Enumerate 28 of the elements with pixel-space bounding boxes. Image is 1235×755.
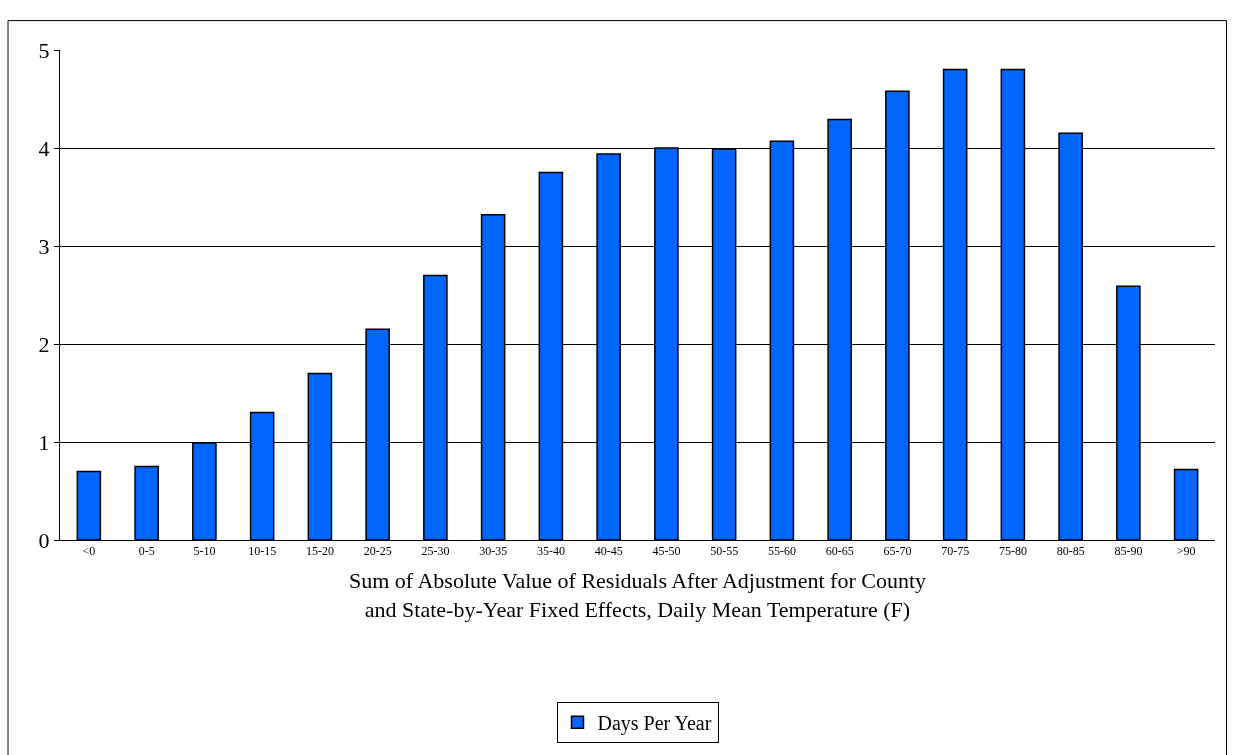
x-tick-label: 35-40 — [536, 544, 565, 559]
x-tick-label: 20-25 — [363, 544, 392, 559]
x-tick-label: 80-85 — [1056, 544, 1085, 559]
x-tick-label: 65-70 — [883, 544, 912, 559]
x-tick-label: <0 — [82, 544, 96, 559]
x-tick-label: 45-50 — [652, 544, 681, 559]
x-tick-label: 15-20 — [305, 544, 334, 559]
x-tick-label: 75-80 — [998, 544, 1027, 559]
x-tick-label: 0-5 — [138, 544, 155, 559]
x-tick-label: 70-75 — [941, 544, 970, 559]
x-tick-label: 40-45 — [594, 544, 623, 559]
x-tick-label: 60-65 — [825, 544, 854, 559]
y-tick-label: 1 — [38, 429, 50, 455]
x-axis-title: Sum of Absolute Value of Residuals After Adjustment for County and State-by-Year Fixed Effects, Daily Mean Temperature (F) — [348, 568, 927, 622]
legend-label: Days Per Year — [597, 712, 712, 735]
x-tick-label: 55-60 — [767, 544, 796, 559]
x-tick-label: 85-90 — [1114, 544, 1143, 559]
x-tick-label: 30-35 — [479, 544, 508, 559]
x-tick-label: 5-10 — [193, 544, 216, 559]
y-tick-label: 5 — [38, 37, 50, 63]
x-tick-label: 50-55 — [710, 544, 739, 559]
y-tick-label: 0 — [38, 527, 50, 553]
x-tick-label: 10-15 — [248, 544, 277, 559]
y-tick-label: 3 — [38, 233, 50, 259]
y-tick-label: 2 — [38, 331, 50, 357]
x-tick-label: 25-30 — [421, 544, 450, 559]
x-tick-label: >90 — [1176, 544, 1196, 559]
y-tick-label: 4 — [38, 135, 50, 161]
